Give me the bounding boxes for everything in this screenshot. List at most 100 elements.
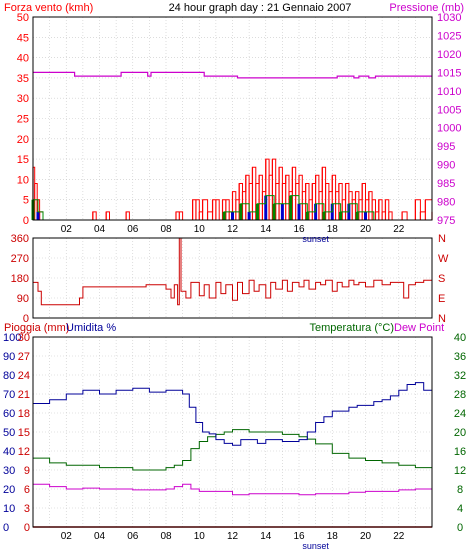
temperature-line	[33, 429, 432, 471]
wind-y-tick: 50	[17, 12, 29, 24]
climate-panel-x-tick: 10	[194, 531, 206, 542]
humidity-y-tick: 100	[3, 332, 21, 344]
pressure-y-tick: 1005	[437, 104, 461, 116]
direction-y-tick: 0	[23, 313, 29, 325]
direction-y-tick: 180	[11, 273, 29, 285]
humidity-y-tick: 60	[3, 408, 15, 420]
rain-axis-label: Pioggia (mm)	[4, 322, 69, 334]
wind-avg-bar	[280, 203, 284, 220]
climate-panel-sunset-label: sunset	[302, 541, 329, 551]
pressure-y-tick: 1010	[437, 86, 461, 98]
temperature-y-tick: 24	[454, 408, 466, 420]
wind-y-tick: 10	[17, 174, 29, 186]
temperature-y-tick: 0	[457, 522, 463, 534]
pressure-y-tick: 995	[437, 141, 455, 153]
wind-axis-label: Forza vento (kmh)	[4, 2, 93, 14]
rain-y-tick: 12	[18, 446, 30, 458]
wind-y-tick: 15	[17, 154, 29, 166]
humidity-y-tick: 30	[3, 465, 15, 477]
climate-panel-x-tick: 08	[160, 531, 172, 542]
wind-avg-bar	[231, 211, 234, 220]
temperature-y-tick: 16	[454, 446, 466, 458]
climate-panel-x-tick: 02	[61, 531, 73, 542]
direction-y-tick: 270	[11, 253, 29, 265]
pressure-y-tick: 1020	[437, 49, 461, 61]
wind-avg-bar	[264, 195, 268, 220]
temperature-y-tick: 12	[454, 465, 466, 477]
climate-panel-x-tick: 14	[260, 531, 272, 542]
wind-avg-bar	[272, 203, 276, 220]
wind-panel-x-tick: 20	[360, 224, 372, 235]
temperature-y-tick: 32	[454, 370, 466, 382]
pressure-y-tick: 1000	[437, 123, 461, 135]
rain-y-tick: 6	[24, 484, 30, 496]
temperature-y-tick: 28	[454, 389, 466, 401]
wind-y-tick: 0	[23, 215, 29, 227]
humidity-axis-label: Umidita %	[66, 322, 116, 334]
humidity-line	[33, 382, 432, 446]
direction-y-tick: 90	[17, 293, 29, 305]
rain-y-tick: 30	[18, 332, 30, 344]
pressure-y-tick: 1025	[437, 30, 461, 42]
chart-title: 24 hour graph day : 21 Gennaio 2007	[169, 2, 352, 14]
wind-avg-line	[33, 195, 432, 221]
pressure-y-tick: 990	[437, 160, 455, 172]
wind-y-tick: 20	[17, 134, 29, 146]
climate-panel-x-tick: 12	[227, 531, 239, 542]
temperature-y-tick: 8	[457, 484, 463, 496]
temperature-y-tick: 36	[454, 351, 466, 363]
rain-y-tick: 24	[18, 370, 30, 382]
temperature-y-tick: 20	[454, 427, 466, 439]
wind-panel-x-tick: 22	[393, 224, 405, 235]
direction-panel-frame	[32, 237, 433, 319]
pressure-y-tick: 975	[437, 215, 455, 227]
wind-y-tick: 45	[17, 32, 29, 44]
pressure-y-tick: 985	[437, 178, 455, 190]
wind-panel-x-tick: 06	[127, 224, 139, 235]
temperature-axis-label: Temperatura (°C)	[310, 322, 394, 334]
humidity-y-tick: 0	[3, 522, 9, 534]
rain-y-tick: 0	[24, 522, 30, 534]
wind-avg-bar	[322, 211, 326, 220]
climate-panel-x-tick: 16	[293, 531, 305, 542]
wind-panel-x-tick: 10	[194, 224, 206, 235]
wind-y-tick: 5	[23, 195, 29, 207]
wind-y-tick: 30	[17, 93, 29, 105]
climate-panel-x-tick: 18	[327, 531, 339, 542]
ticks-layer: 0510152025303540455097598098599099510001…	[3, 12, 466, 551]
direction-y-tick: 360	[11, 233, 29, 245]
humidity-y-tick: 50	[3, 427, 15, 439]
rain-y-tick: 15	[18, 427, 30, 439]
wind-speed-line	[33, 158, 433, 221]
humidity-y-tick: 40	[3, 446, 15, 458]
wind-y-tick: 40	[17, 53, 29, 65]
rain-y-tick: 9	[24, 465, 30, 477]
dewpoint-line	[33, 483, 433, 496]
wind-panel-x-tick: 12	[227, 224, 239, 235]
humidity-y-tick: 70	[3, 389, 15, 401]
rain-y-tick: 21	[18, 389, 30, 401]
wind-panel-x-tick: 08	[160, 224, 172, 235]
wind-panel-sunset-label: sunset	[302, 234, 329, 244]
dewpoint-axis-label: Dew Point	[394, 322, 444, 334]
wind-avg-bar	[297, 203, 301, 220]
wind-avg-bar	[364, 211, 367, 220]
wind-panel-x-tick: 18	[327, 224, 339, 235]
climate-panel-x-tick: 06	[127, 531, 139, 542]
humidity-y-tick: 10	[3, 503, 15, 515]
pressure-axis-label: Pressione (mb)	[389, 2, 464, 14]
wind-avg-bar	[289, 195, 293, 220]
wind-y-tick: 25	[17, 114, 29, 126]
wind-direction-line	[33, 237, 433, 306]
rain-y-tick: 3	[24, 503, 30, 515]
direction-compass-label: N	[438, 233, 446, 245]
wind-avg-bar	[305, 211, 309, 220]
temperature-y-tick: 40	[454, 332, 466, 344]
frames-layer	[32, 16, 433, 528]
humidity-y-tick: 80	[3, 370, 15, 382]
pressure-line	[33, 71, 432, 79]
rain-y-tick: 27	[18, 351, 30, 363]
wind-avg-bar	[36, 211, 40, 220]
wind-avg-bar	[247, 211, 251, 220]
